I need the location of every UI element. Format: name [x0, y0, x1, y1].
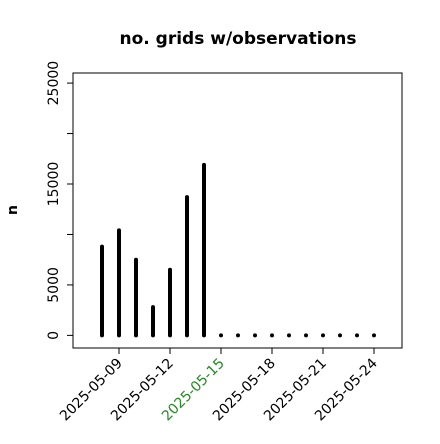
bar	[372, 333, 376, 338]
x-axis: 2025-05-092025-05-122025-05-152025-05-18…	[57, 348, 381, 424]
y-axis-label: n	[5, 205, 21, 215]
y-tick-label: 5000	[46, 267, 62, 303]
bar	[236, 333, 240, 338]
y-axis: 0 5000 15000 25000	[46, 61, 73, 340]
chart-title: no. grids w/observations	[120, 29, 357, 49]
plot-frame	[72, 72, 403, 349]
bar	[321, 333, 325, 338]
y-tick-label: 15000	[46, 162, 62, 207]
bar	[219, 333, 223, 338]
bar	[304, 333, 308, 338]
bar	[338, 333, 342, 338]
y-tick-label: 0	[46, 331, 62, 340]
bar	[253, 333, 257, 338]
bar	[270, 333, 274, 338]
bar	[355, 333, 359, 338]
bar	[287, 333, 291, 338]
y-tick-label: 25000	[46, 61, 62, 106]
bars	[100, 162, 376, 338]
